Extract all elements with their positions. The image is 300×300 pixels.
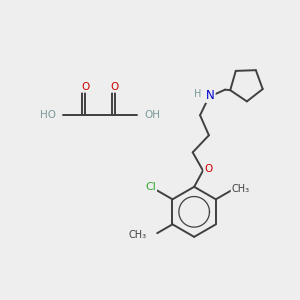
Text: HO: HO <box>40 110 56 120</box>
Text: O: O <box>81 82 89 92</box>
Text: CH₃: CH₃ <box>232 184 250 194</box>
Text: OH: OH <box>144 110 160 120</box>
Text: O: O <box>204 164 212 174</box>
Text: CH₃: CH₃ <box>129 230 147 240</box>
Text: Cl: Cl <box>145 182 156 192</box>
Text: H: H <box>194 89 201 99</box>
Text: N: N <box>206 89 215 102</box>
Text: O: O <box>110 82 119 92</box>
